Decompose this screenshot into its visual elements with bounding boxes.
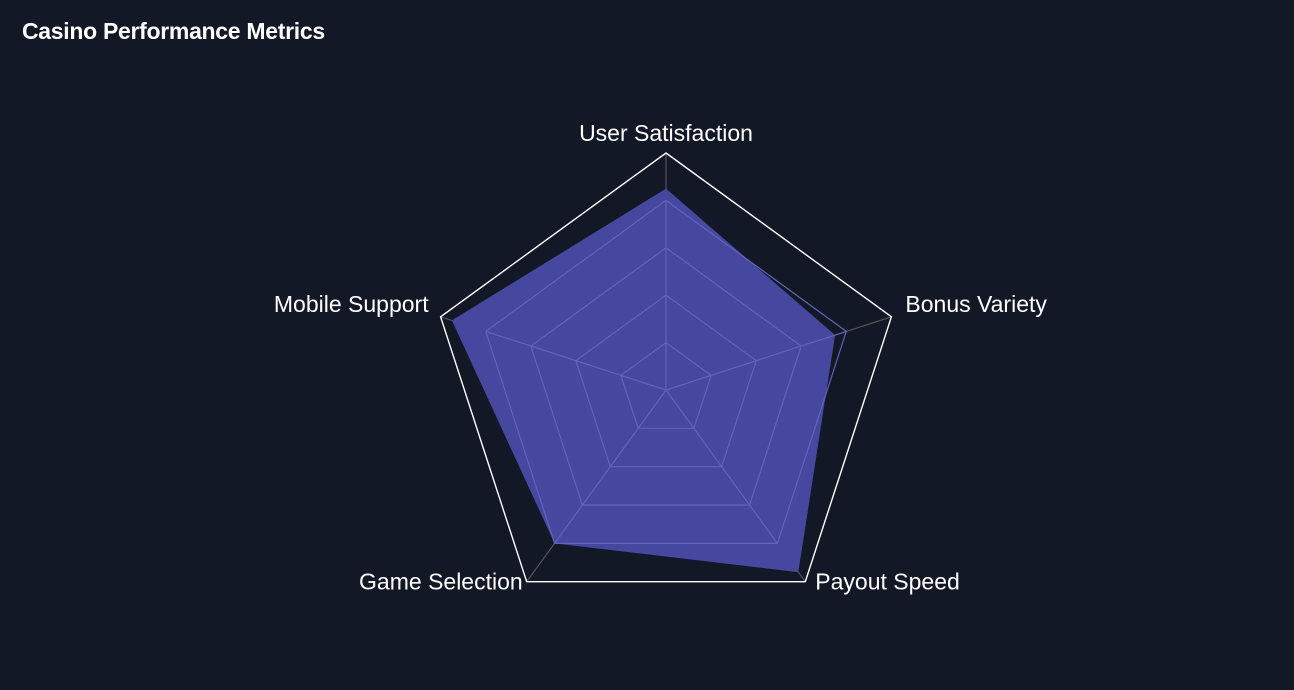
radar-grid-ring (575, 294, 757, 468)
radar-axis-label: Game Selection (359, 569, 523, 595)
radar-series (451, 188, 836, 573)
radar-grid-spoke (665, 330, 847, 391)
radar-axis-label: Payout Speed (815, 569, 960, 595)
chart-title: Casino Performance Metrics (22, 18, 325, 44)
radar-grid-ring (530, 247, 802, 506)
radar-grid-ring (484, 199, 848, 545)
radar-grid-spoke (665, 389, 778, 544)
radar-axis-label: User Satisfaction (579, 120, 753, 146)
radar-grid-spoke (554, 389, 667, 544)
radar-axis-label: Mobile Support (274, 291, 429, 317)
radar-series-area (451, 188, 836, 573)
radar-outer-frame (439, 152, 893, 583)
radar-axis-label: Bonus Variety (905, 291, 1047, 317)
radar-grid-spoke (485, 330, 667, 391)
radar-grid (484, 199, 848, 545)
radar-axis-labels: User Satisfaction Bonus Variety Payout Spe… (274, 120, 1047, 595)
radar-grid-ring (620, 341, 712, 429)
radar-frame (439, 152, 893, 583)
